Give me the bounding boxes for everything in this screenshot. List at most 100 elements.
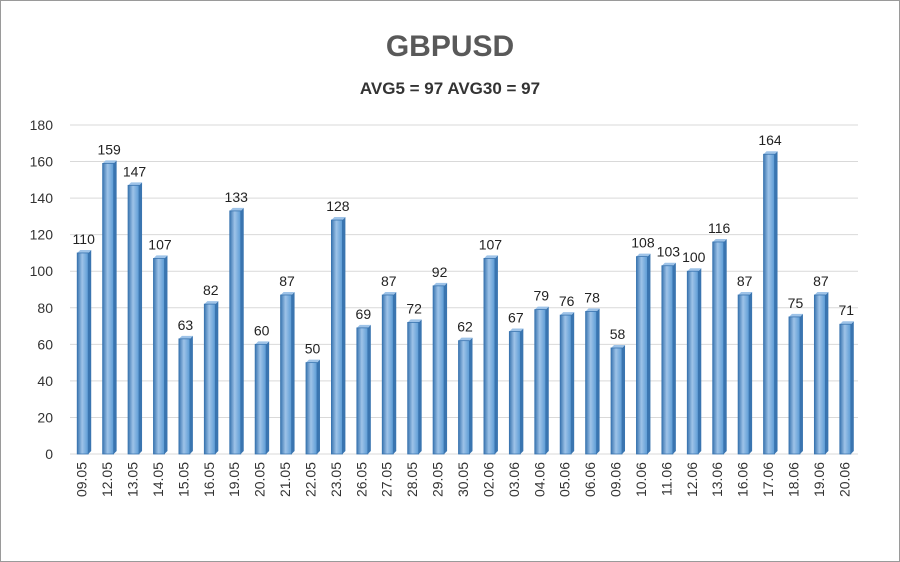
bar-top (585, 308, 600, 312)
data-label: 58 (610, 326, 626, 342)
data-label: 107 (148, 236, 172, 252)
bar (610, 347, 623, 455)
x-tick-label: 20.05 (252, 462, 268, 497)
bar-side (189, 335, 193, 454)
bar (305, 362, 318, 455)
x-tick-label: 06.06 (582, 462, 598, 497)
data-label: 82 (203, 282, 219, 298)
x-tick-label: 30.05 (455, 462, 471, 497)
x-tick-label: 10.06 (633, 462, 649, 497)
y-tick-label: 140 (30, 190, 54, 206)
data-label: 67 (508, 310, 524, 326)
bar-top (77, 249, 92, 253)
bar-top (788, 313, 803, 317)
bar-top (687, 268, 702, 272)
bar-side (88, 249, 92, 454)
bar (381, 294, 394, 455)
bar (76, 252, 89, 455)
y-tick-label: 20 (37, 409, 53, 425)
data-label: 128 (326, 198, 350, 214)
bar (229, 210, 242, 455)
bar-top (102, 160, 117, 164)
bar-side (698, 268, 702, 454)
bar-top (331, 217, 346, 221)
bar-top (305, 359, 320, 363)
bar (432, 285, 445, 455)
y-tick-label: 0 (45, 446, 53, 462)
data-label: 69 (356, 306, 372, 322)
bar-top (483, 255, 498, 259)
x-tick-label: 14.05 (150, 462, 166, 497)
bar-side (291, 291, 295, 454)
bar-top (178, 335, 193, 339)
bar-top (661, 262, 676, 266)
bar-side (469, 337, 473, 454)
x-tick-label: 12.06 (684, 462, 700, 497)
bar-top (255, 341, 270, 345)
x-tick-label: 11.06 (658, 462, 674, 496)
data-label: 79 (533, 288, 549, 304)
x-tick-label: 05.06 (557, 462, 573, 497)
x-tick-label: 13.05 (125, 462, 141, 497)
bar-top (814, 291, 829, 295)
bar (636, 256, 648, 455)
data-label: 72 (406, 300, 422, 316)
y-tick-label: 80 (37, 300, 53, 316)
data-label: 103 (657, 244, 681, 260)
bar-side (749, 291, 753, 454)
bar-side (647, 253, 651, 454)
data-label: 92 (432, 264, 448, 280)
bar-side (596, 308, 600, 454)
bar-side (393, 291, 397, 454)
y-tick-label: 160 (30, 154, 54, 170)
bar (661, 265, 674, 455)
bar-side (494, 255, 498, 454)
bar (178, 338, 191, 455)
data-label: 87 (279, 273, 295, 289)
bar (559, 314, 572, 455)
x-tick-label: 18.06 (785, 462, 801, 497)
bar-side (266, 341, 270, 454)
bar-top (128, 182, 143, 186)
x-tick-label: 02.06 (480, 462, 496, 497)
x-tick-label: 19.05 (226, 462, 242, 497)
x-tick-label: 12.05 (99, 462, 115, 497)
bar (763, 153, 775, 455)
bar-top (534, 306, 549, 310)
data-label: 110 (73, 231, 96, 247)
bar-side (545, 306, 549, 454)
x-tick-label: 13.06 (709, 462, 725, 497)
bar-top (407, 319, 422, 323)
bar-top (738, 291, 753, 295)
bar-side (520, 328, 524, 454)
bar-side (215, 301, 219, 454)
bar-side (418, 319, 422, 454)
bar (737, 294, 750, 455)
x-tick-label: 09.06 (608, 462, 624, 497)
bar (788, 316, 801, 455)
bar-side (774, 151, 778, 454)
x-tick-label: 16.06 (735, 462, 751, 497)
y-tick-label: 180 (30, 117, 54, 133)
bar-side (139, 182, 143, 455)
data-label: 63 (178, 317, 194, 333)
bar-side (723, 238, 727, 454)
data-label: 60 (254, 322, 270, 338)
bar-top (356, 324, 371, 328)
bar (813, 294, 826, 455)
data-label: 159 (97, 141, 121, 157)
x-tick-label: 03.06 (506, 462, 522, 497)
bar-side (571, 312, 575, 454)
bar-side (342, 217, 346, 454)
data-label: 87 (737, 273, 753, 289)
x-tick-label: 20.06 (836, 462, 852, 497)
data-label: 62 (457, 319, 473, 335)
bar (203, 303, 216, 455)
data-label: 76 (559, 293, 575, 309)
data-label: 147 (123, 163, 147, 179)
chart-title: GBPUSD (385, 30, 515, 63)
bar (254, 343, 267, 455)
x-tick-label: 17.06 (760, 462, 776, 497)
